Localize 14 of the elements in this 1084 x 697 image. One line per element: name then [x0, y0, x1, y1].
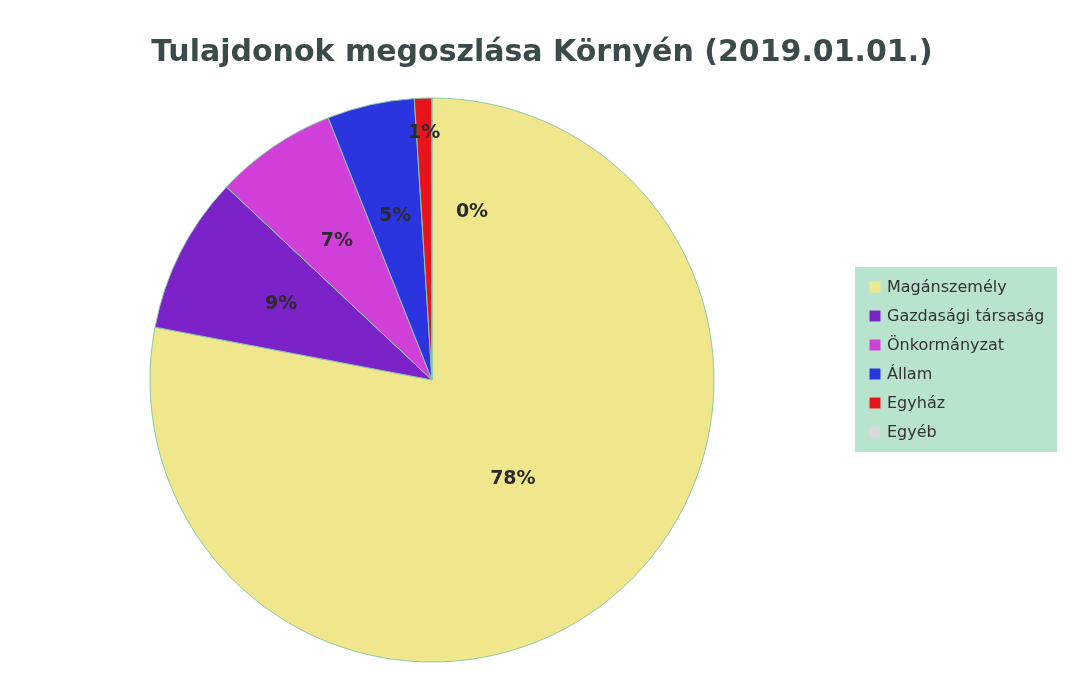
- legend-label: Magánszemély: [887, 277, 1007, 296]
- legend-label: Gazdasági társaság: [887, 306, 1045, 325]
- pie-slice: [150, 97, 715, 663]
- data-label: 5%: [378, 202, 412, 225]
- legend-label: Önkormányzat: [887, 335, 1004, 354]
- text: 0%: [455, 198, 489, 221]
- data-label: 7%: [320, 228, 354, 251]
- data-label: 1%: [408, 119, 441, 142]
- data-label: 9%: [265, 291, 298, 314]
- legend-label: Állam: [887, 364, 933, 383]
- legend-label: Egyház: [887, 393, 946, 412]
- chart-title: Tulajdonok megoszlása Környén (2019.01.01.): [151, 33, 933, 68]
- data-label: 78%: [490, 465, 536, 488]
- legend-label: Egyéb: [887, 422, 937, 441]
